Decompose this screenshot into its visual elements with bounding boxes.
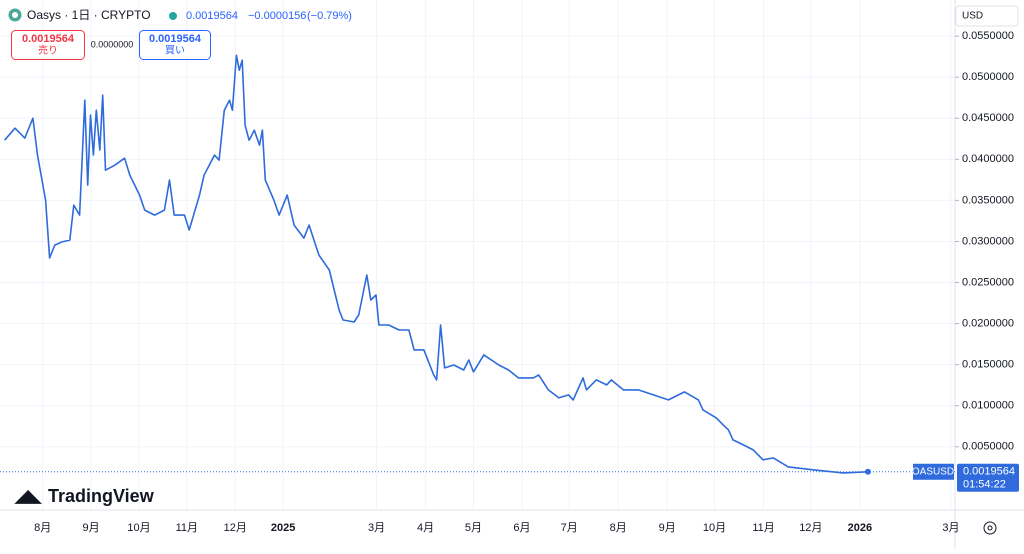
x-tick-label: 5月 [465,522,482,534]
x-tick-label: 4月 [417,522,434,534]
x-tick-label: 11月 [176,522,198,534]
plot [0,54,955,475]
buy-label: 買い [165,45,185,57]
x-tick-label: 9月 [83,522,100,534]
x-tick-label: 8月 [34,522,51,534]
status-dot [169,12,177,20]
price-badge-value: 0.0019564 [963,466,1015,478]
symbol-icon [12,12,18,18]
spread: 0.0000000 [91,39,134,49]
x-tick-label: 11月 [752,522,774,534]
x-tick-label: 3月 [942,522,959,534]
x-tick-label: 10月 [703,522,726,534]
logo: TradingView [48,486,155,506]
countdown: 01:54:22 [963,479,1006,491]
y-tick-label: 0.0200000 [962,317,1014,329]
y-tick-label: 0.0250000 [962,276,1014,288]
sell-button[interactable] [11,30,85,60]
price-badge [957,463,1019,492]
y-tick-label: 0.0500000 [962,71,1014,83]
y-tick-label: 0.0150000 [962,359,1014,371]
x-tick-label: 9月 [659,522,676,534]
y-tick-label: 0.0400000 [962,153,1014,165]
last-point [864,468,871,475]
ticker: OASUSD [912,466,954,477]
settings-icon [987,525,993,531]
y-tick-label: 0.0350000 [962,194,1014,206]
x-tick-label: 8月 [610,522,627,534]
y-tick-label: 0.0550000 [962,30,1014,42]
x-tick-label: 12月 [224,522,247,534]
x-tick-label: 12月 [799,522,822,534]
buy-price: 0.0019564 [149,33,202,45]
x-tick-label: 7月 [561,522,578,534]
buy-button[interactable] [139,30,211,60]
x-tick-label: 2025 [271,522,295,534]
last-price: 0.0019564 [186,10,238,22]
sell-label: 売り [38,44,58,57]
price-line [3,54,868,474]
y-tick-label: 0.0050000 [962,441,1014,453]
settings-button[interactable] [983,521,997,535]
x-tick-label: 6月 [513,522,530,534]
logo-mark: ◢◣ [14,486,42,505]
y-tick-label: 0.0300000 [962,235,1014,247]
change: −0.0000156 [248,10,306,22]
ticker-badge [913,463,954,480]
x-tick-label: 10月 [127,522,150,534]
x-tick-label: 3月 [368,522,385,534]
currency: USD [962,11,983,22]
y-tick-label: 0.0450000 [962,112,1014,124]
x-tick-label: 2026 [848,522,872,534]
y-tick-label: 0.0100000 [962,400,1014,412]
currency-button[interactable] [955,5,1019,27]
symbol[interactable]: Oasys · 1日 · CRYPTO [27,8,151,22]
change-pct: (−0.79%) [307,10,352,22]
sell-price: 0.0019564 [22,33,75,45]
